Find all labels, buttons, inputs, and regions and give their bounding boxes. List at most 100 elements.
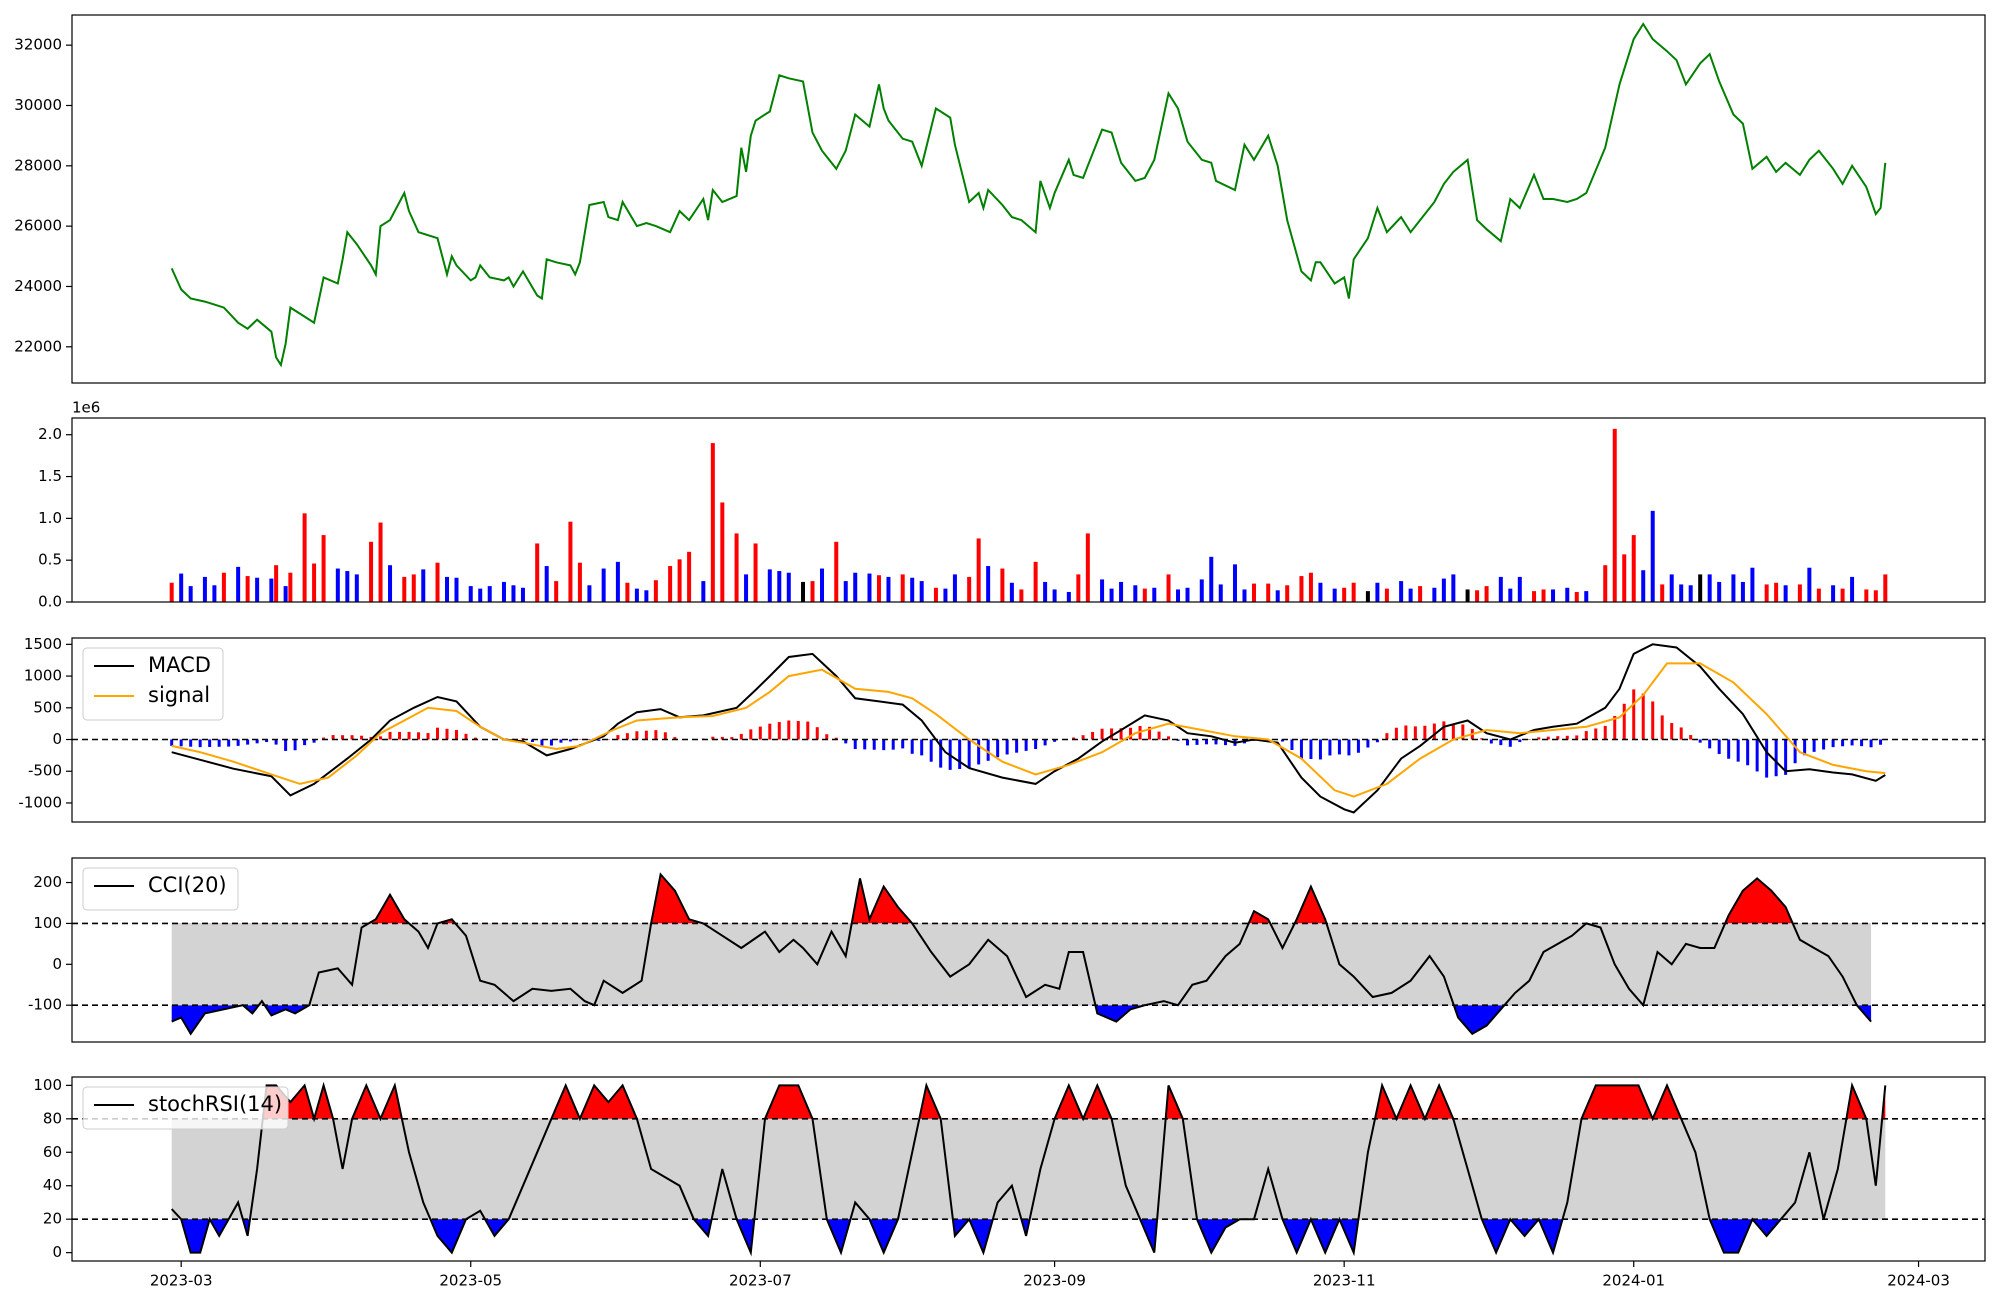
- macd-histogram-bar: [1603, 725, 1607, 740]
- volume-bar: [1418, 586, 1423, 602]
- volume-bar: [710, 443, 715, 602]
- macd-histogram-bar: [863, 739, 867, 750]
- macd-histogram-bar: [1024, 739, 1028, 751]
- volume-bar: [1873, 590, 1878, 602]
- volume-bar: [1000, 568, 1005, 602]
- volume-bar: [886, 576, 891, 602]
- macd-histogram-bar: [1053, 739, 1057, 742]
- macd-histogram-bar: [853, 739, 857, 750]
- macd-histogram-bar: [825, 734, 829, 740]
- macd-histogram-bar: [1803, 739, 1807, 756]
- macd-histogram-bar: [1746, 739, 1750, 766]
- macd-histogram-bar: [758, 726, 762, 740]
- macd-histogram-bar: [872, 739, 876, 750]
- macd-panel-frame: [71, 637, 1986, 823]
- volume-bar: [179, 573, 184, 602]
- macd-histogram-bar: [910, 739, 914, 754]
- macd-histogram-bar: [1717, 739, 1721, 755]
- volume-bar: [1375, 582, 1380, 602]
- macd-histogram-bar: [284, 739, 288, 751]
- macd-histogram-bar: [711, 736, 715, 740]
- volume-bar: [335, 568, 340, 602]
- volume-bar: [274, 565, 279, 602]
- macd-histogram-bar: [578, 739, 582, 740]
- volume-bar: [1351, 582, 1356, 602]
- cci-legend-label: CCI(20): [148, 873, 227, 897]
- macd-histogram-bar: [1651, 701, 1655, 740]
- macd-histogram-bar: [454, 730, 458, 740]
- macd-histogram-bar: [1708, 739, 1712, 749]
- macd-histogram-bar: [293, 739, 297, 751]
- volume-bar: [1251, 583, 1256, 602]
- volume-bar: [786, 572, 791, 602]
- price-line: [170, 22, 1887, 368]
- volume-bar: [820, 568, 825, 602]
- macd-histogram-bar: [208, 739, 212, 747]
- volume-bar: [777, 571, 782, 602]
- price-ytick-label: 22000: [14, 337, 62, 355]
- volume-bar: [354, 574, 359, 602]
- volume-bar: [1133, 585, 1138, 602]
- volume-bar: [288, 572, 293, 602]
- volume-bar: [1603, 565, 1608, 602]
- volume-bar: [1541, 589, 1546, 602]
- volume-bar: [1451, 574, 1456, 602]
- macd-histogram-bar: [1869, 739, 1873, 748]
- volume-bar: [245, 576, 250, 602]
- volume-bar: [653, 580, 658, 602]
- macd-legend-label: MACD: [148, 653, 211, 677]
- macd-histogram-bar: [1328, 739, 1332, 756]
- cci-neutral-band: [171, 923, 1872, 1006]
- cci-plot-area: [72, 872, 1985, 1036]
- volume-bar: [734, 533, 739, 602]
- price-ytick-label: 28000: [14, 156, 62, 174]
- cci-ytick-label: -100: [28, 996, 62, 1014]
- macd-histogram-bar: [1575, 735, 1579, 740]
- macd-histogram-bar: [1774, 739, 1778, 777]
- macd-histogram-bar: [1423, 725, 1427, 740]
- macd-histogram-bar: [426, 733, 430, 740]
- volume-bar: [169, 582, 174, 602]
- volume-bar: [1266, 583, 1271, 602]
- volume-bar: [1432, 587, 1437, 602]
- macd-histogram-bar: [341, 735, 345, 740]
- volume-ytick-label: 0.0: [38, 593, 62, 611]
- macd-histogram-bar: [1860, 739, 1864, 747]
- volume-bar: [435, 562, 440, 602]
- volume-bar: [933, 587, 938, 602]
- macd-histogram-bar: [986, 739, 990, 761]
- volume-bar: [487, 586, 492, 602]
- macd-histogram-bar: [996, 739, 1000, 758]
- macd-ytick-label: -500: [28, 762, 62, 780]
- macd-histogram-bar: [1280, 739, 1284, 742]
- volume-panel-frame: [71, 417, 1986, 603]
- volume-bar: [1142, 588, 1147, 602]
- volume-bar: [767, 569, 772, 602]
- volume-bar: [236, 566, 241, 602]
- volume-bar: [1218, 584, 1223, 602]
- volume-bar: [255, 577, 260, 602]
- macd-histogram-bar: [1176, 739, 1180, 741]
- stochrsi-legend-label: stochRSI(14): [148, 1092, 282, 1116]
- volume-ytick-label: 0.5: [38, 551, 62, 569]
- volume-bar: [1517, 576, 1522, 602]
- volume-bar: [615, 561, 620, 602]
- macd-histogram-bar: [540, 739, 544, 746]
- volume-ytick-label: 2.0: [38, 425, 62, 443]
- cci-line: [171, 872, 1872, 1036]
- volume-bar: [1688, 585, 1693, 602]
- macd-histogram-bar: [568, 739, 572, 742]
- x-tick-label: 2023-11: [1313, 1272, 1376, 1290]
- macd-histogram-bar: [1537, 737, 1541, 740]
- volume-bar: [644, 590, 649, 602]
- volume-bar: [952, 574, 957, 602]
- volume-bar: [810, 581, 815, 602]
- macd-histogram-bar: [407, 731, 411, 740]
- macd-histogram-bar: [246, 739, 250, 745]
- macd-histogram-bar: [1290, 739, 1294, 751]
- stochrsi-oversold-group: [181, 1219, 1824, 1253]
- x-tick-label: 2023-09: [1023, 1272, 1086, 1290]
- macd-ytick-label: 1000: [24, 667, 62, 685]
- stochrsi-line: [170, 1081, 1887, 1257]
